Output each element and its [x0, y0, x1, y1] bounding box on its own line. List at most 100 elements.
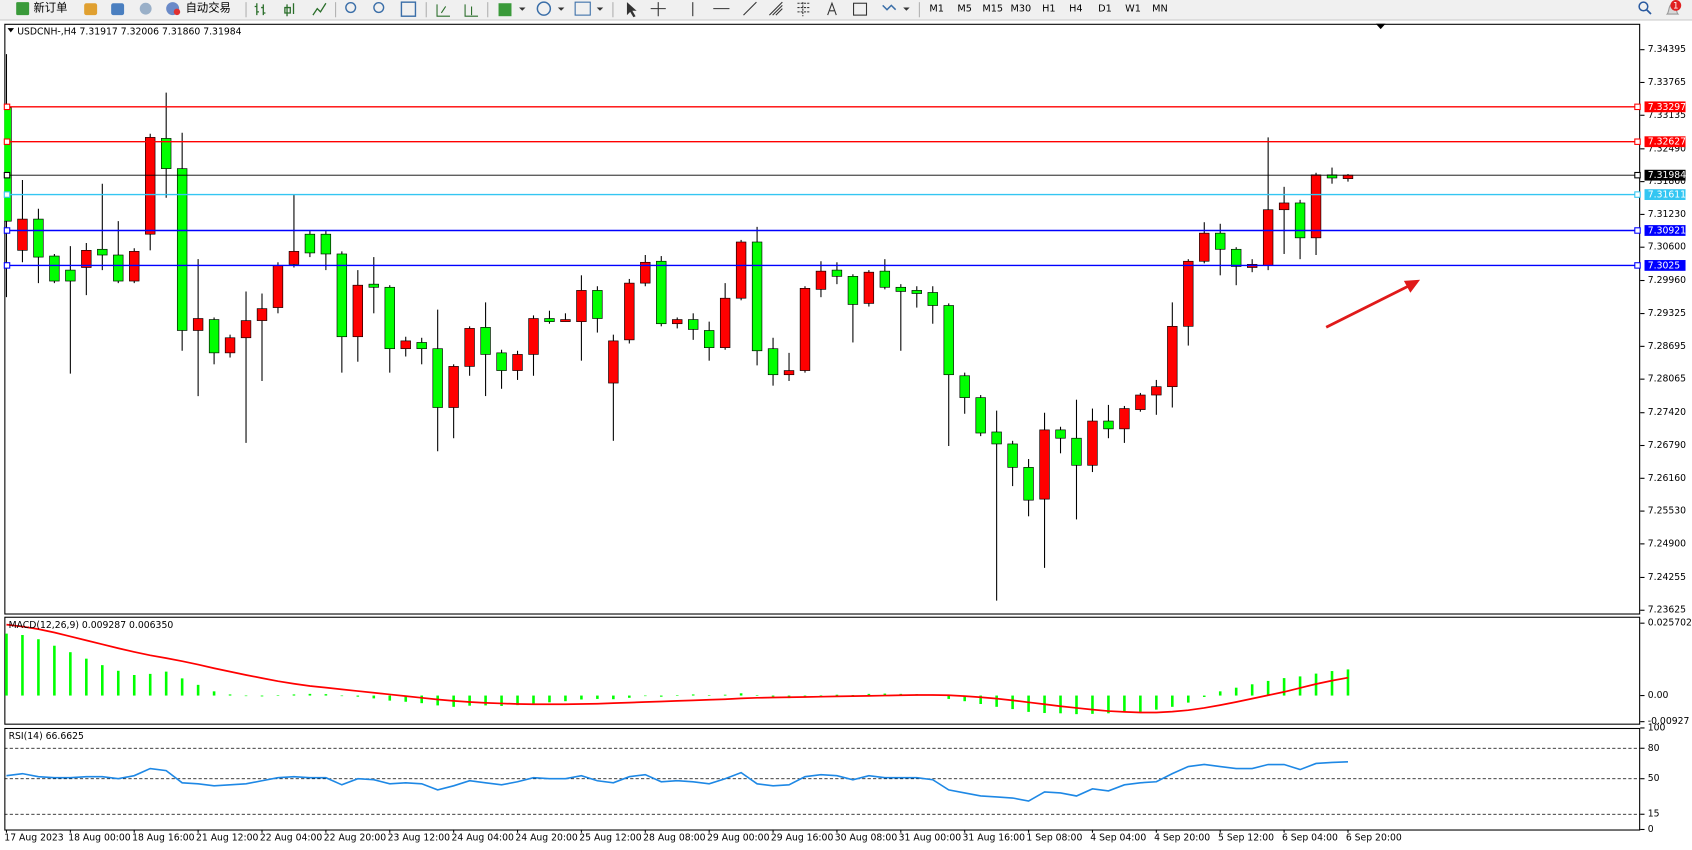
candle-body — [863, 271, 875, 304]
macd-bar — [1186, 695, 1190, 703]
macd-bar — [1234, 687, 1238, 696]
macd-bar — [755, 694, 759, 696]
candle-body — [751, 241, 763, 352]
search-button[interactable] — [1638, 1, 1649, 12]
x-tick-label: 21 Aug 12:00 — [196, 833, 259, 844]
main-panel-frame — [4, 23, 1641, 615]
shapes-tool[interactable] — [882, 4, 897, 11]
icon-button[interactable] — [84, 3, 98, 16]
indicators[interactable] — [498, 3, 512, 17]
zoom-in[interactable] — [345, 1, 357, 14]
x-tick-label: 24 Aug 04:00 — [451, 833, 514, 844]
candle-body — [1183, 260, 1194, 327]
x-tick-label: 18 Aug 16:00 — [132, 833, 195, 844]
macd-bar — [564, 695, 567, 702]
chart-type-buttons[interactable] — [254, 2, 327, 17]
y-tick-label: 7.32490 — [1648, 143, 1686, 154]
templates[interactable] — [574, 1, 591, 16]
auto-trading-button[interactable]: 自动交易 — [166, 1, 231, 16]
macd-bar — [739, 693, 743, 696]
timeframe-button[interactable]: M1 — [929, 4, 944, 15]
level-label-bg — [1644, 136, 1686, 148]
icon — [16, 2, 30, 16]
level-handle — [3, 227, 11, 234]
y-tick-label: 7.27420 — [1648, 407, 1686, 418]
periods[interactable] — [536, 1, 552, 16]
x-tick-label: 5 Sep 12:00 — [1218, 833, 1274, 844]
timeframe-button[interactable]: M30 — [1010, 4, 1031, 15]
x-tick-label: 6 Sep 04:00 — [1282, 833, 1338, 844]
new-order-button[interactable]: 新订单 — [16, 1, 67, 16]
candle-body — [1262, 209, 1274, 266]
candle-body — [1310, 174, 1322, 239]
level-label: 7.31611 — [1648, 190, 1686, 201]
level-label-bg — [1644, 189, 1686, 200]
macd-bar — [244, 695, 248, 697]
timeframe-button[interactable]: H4 — [1069, 4, 1082, 15]
macd-bar — [388, 695, 392, 701]
toolbar: 新订单 自动交易 — [0, 0, 1692, 21]
channel-tool[interactable] — [769, 1, 783, 16]
trendline-tool[interactable] — [743, 1, 757, 16]
x-tick-label: 22 Aug 04:00 — [260, 833, 323, 844]
notifications-button[interactable]: 1 — [1665, 0, 1682, 15]
dropdown[interactable] — [903, 7, 910, 11]
zoom-out[interactable] — [373, 1, 385, 14]
macd-bar — [867, 693, 871, 696]
level-label-bg — [1644, 101, 1686, 113]
candle-body — [160, 138, 172, 169]
timeframe-button[interactable]: W1 — [1125, 4, 1141, 15]
candles-icon[interactable] — [284, 3, 295, 17]
rsi-panel-title: RSI(14) 66.6625 — [9, 731, 84, 742]
macd-bar — [484, 695, 487, 706]
y-tick-label: 7.33135 — [1648, 110, 1686, 121]
crosshair-tool[interactable] — [650, 2, 666, 17]
candle-body — [129, 251, 140, 282]
x-tick-label: 25 Aug 12:00 — [579, 833, 642, 844]
text-tool[interactable] — [827, 1, 837, 16]
macd-bar — [1218, 691, 1222, 696]
y-tick-label: 7.28065 — [1648, 374, 1686, 385]
macd-bar — [532, 695, 535, 704]
macd-bar — [468, 695, 471, 706]
fibo-tool[interactable] — [797, 2, 811, 17]
timeframe-button[interactable]: M15 — [982, 4, 1003, 15]
macd-bar — [1202, 695, 1206, 697]
chart-shift[interactable] — [464, 4, 479, 17]
timeframe-button[interactable]: H1 — [1042, 4, 1055, 15]
candle-body — [1135, 394, 1146, 410]
icon — [173, 8, 181, 16]
tile-windows[interactable] — [400, 1, 417, 17]
bars-icon[interactable] — [254, 3, 266, 16]
x-tick-label: 18 Aug 00:00 — [68, 833, 131, 844]
level-handle — [3, 191, 11, 198]
candle-body — [831, 269, 843, 277]
chart-window-bg — [0, 20, 1692, 850]
symbol-menu-arrow[interactable] — [7, 28, 15, 33]
y-tick-label: 15 — [1648, 809, 1660, 820]
level-handle — [1634, 171, 1641, 179]
macd-bar — [372, 695, 376, 699]
candle-body — [416, 342, 427, 350]
macd-bar — [420, 695, 423, 704]
timeframe-button[interactable]: M5 — [957, 4, 972, 15]
dropdown[interactable] — [596, 7, 604, 11]
candle-body — [464, 328, 475, 367]
dropdown[interactable] — [519, 7, 526, 11]
cursor-tool[interactable] — [626, 2, 637, 18]
icon-button[interactable] — [139, 2, 152, 15]
annotation-arrowhead — [1403, 279, 1421, 293]
chart-shift-marker — [1375, 23, 1386, 30]
icon-button[interactable] — [111, 3, 125, 16]
autoscroll[interactable] — [436, 4, 450, 17]
label-tool[interactable] — [853, 2, 868, 16]
timeframe-button[interactable]: MN — [1152, 4, 1168, 15]
dropdown[interactable] — [557, 7, 565, 11]
candle-body — [608, 340, 619, 384]
annotation-arrow — [1325, 282, 1414, 329]
toolbar-bg — [0, 0, 1692, 20]
timeframe-button[interactable]: D1 — [1098, 4, 1112, 15]
line-icon[interactable] — [312, 2, 327, 16]
